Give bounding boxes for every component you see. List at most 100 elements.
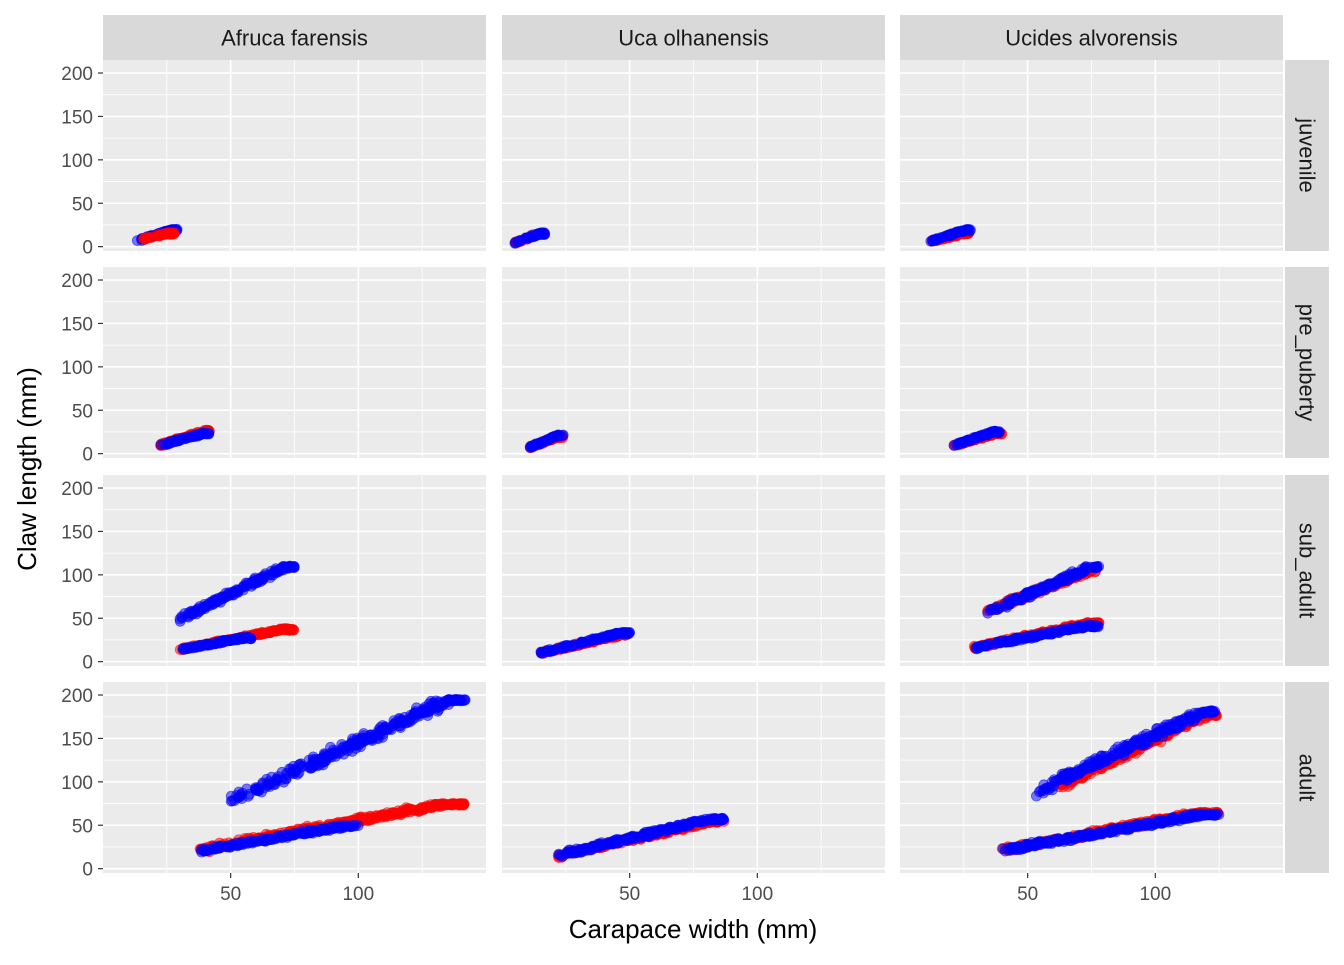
y-axis-title: Claw length (mm) xyxy=(12,367,42,571)
data-point xyxy=(248,836,260,848)
facet-label-row: adult xyxy=(1295,754,1320,802)
data-point xyxy=(1128,737,1140,749)
y-tick-label: 0 xyxy=(82,653,93,674)
y-tick-label: 50 xyxy=(72,401,93,422)
data-point xyxy=(397,804,408,816)
data-point xyxy=(1070,622,1081,633)
data-point xyxy=(575,637,587,648)
data-point xyxy=(394,720,406,732)
data-point xyxy=(208,843,220,855)
data-point xyxy=(699,815,711,827)
data-point xyxy=(337,742,348,754)
data-point xyxy=(1162,724,1174,736)
data-point xyxy=(351,732,363,744)
x-tick-label: 50 xyxy=(220,884,241,905)
data-point xyxy=(190,605,202,617)
data-point xyxy=(199,601,211,613)
data-point xyxy=(974,641,985,652)
y-tick-label: 100 xyxy=(61,566,93,587)
facet-strip-top xyxy=(900,15,1283,60)
data-point xyxy=(203,428,215,440)
data-point xyxy=(958,225,970,237)
data-point xyxy=(555,850,567,861)
data-point xyxy=(236,787,248,799)
data-point xyxy=(1058,770,1070,782)
data-point xyxy=(223,841,235,853)
data-point xyxy=(558,642,570,654)
data-point xyxy=(259,782,271,793)
data-point xyxy=(1184,811,1195,822)
y-tick-label: 50 xyxy=(72,194,93,215)
data-point xyxy=(263,834,275,845)
data-point xyxy=(280,773,292,784)
facet-strip-right xyxy=(1285,475,1329,666)
data-point xyxy=(1123,821,1135,833)
data-point xyxy=(629,831,640,843)
data-point xyxy=(195,844,207,856)
y-tick-label: 150 xyxy=(61,314,93,335)
facet-strip-right xyxy=(1285,267,1329,458)
y-tick-label: 150 xyxy=(61,107,93,128)
facet-label-row: pre_puberty xyxy=(1295,304,1320,421)
facet-label-row: sub_adult xyxy=(1295,523,1320,618)
y-tick-label: 100 xyxy=(61,358,93,379)
data-point xyxy=(305,826,317,838)
y-tick-label: 200 xyxy=(61,271,93,292)
x-axis-title: Carapace width (mm) xyxy=(569,914,818,944)
x-tick-label: 50 xyxy=(619,884,640,905)
data-point xyxy=(985,604,996,616)
facet-label-col: Ucides alvorensis xyxy=(1005,26,1177,51)
data-point xyxy=(1067,767,1079,778)
data-point xyxy=(317,823,329,835)
data-point xyxy=(445,799,457,811)
data-point xyxy=(217,637,229,648)
data-point xyxy=(296,826,308,837)
data-point xyxy=(270,776,281,788)
data-point xyxy=(1077,763,1089,775)
y-tick-label: 200 xyxy=(61,686,93,707)
data-point xyxy=(1074,831,1086,842)
data-point xyxy=(206,638,218,650)
data-point xyxy=(1105,825,1117,837)
data-point xyxy=(176,612,188,624)
data-point xyxy=(1107,747,1119,759)
data-point xyxy=(366,735,378,746)
y-tick-label: 100 xyxy=(61,773,93,794)
data-point xyxy=(273,564,285,576)
data-point xyxy=(409,707,420,719)
data-point xyxy=(193,429,205,440)
data-point xyxy=(237,837,249,849)
data-point xyxy=(1201,808,1213,820)
data-point xyxy=(587,634,599,646)
data-point xyxy=(183,642,195,653)
y-tick-label: 0 xyxy=(82,238,93,259)
data-point xyxy=(679,821,691,832)
data-point xyxy=(714,814,725,825)
facet-strip-top xyxy=(502,15,885,60)
data-point xyxy=(930,234,941,246)
data-point xyxy=(161,437,173,449)
data-point xyxy=(1035,628,1047,640)
data-point xyxy=(377,809,389,821)
data-point xyxy=(265,627,276,638)
data-point xyxy=(1021,631,1033,642)
y-tick-label: 50 xyxy=(72,609,93,630)
data-point xyxy=(1012,842,1023,854)
data-point xyxy=(282,562,294,574)
data-point xyxy=(454,798,466,810)
y-tick-label: 200 xyxy=(61,64,93,85)
data-point xyxy=(227,634,239,645)
facet-strip-right xyxy=(1285,60,1329,251)
data-point xyxy=(1003,597,1014,609)
data-point xyxy=(1151,815,1163,827)
data-point xyxy=(251,577,262,589)
data-point xyxy=(945,228,957,240)
data-point xyxy=(275,831,287,842)
data-point xyxy=(995,635,1007,647)
data-point xyxy=(666,822,678,833)
data-point xyxy=(567,846,579,857)
data-point xyxy=(1048,626,1060,638)
data-point xyxy=(158,229,170,240)
